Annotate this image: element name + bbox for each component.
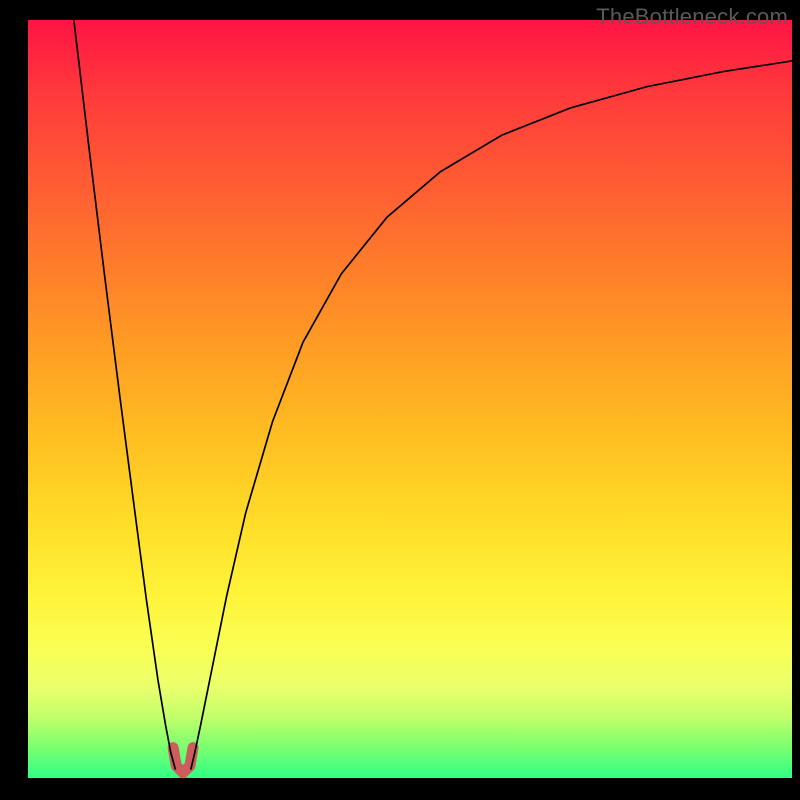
curve-right-branch <box>191 61 792 770</box>
curve-overlay <box>0 0 800 800</box>
chart-container: TheBottleneck.com <box>0 0 800 800</box>
curve-left-branch <box>74 20 176 770</box>
watermark-label: TheBottleneck.com <box>596 4 788 30</box>
